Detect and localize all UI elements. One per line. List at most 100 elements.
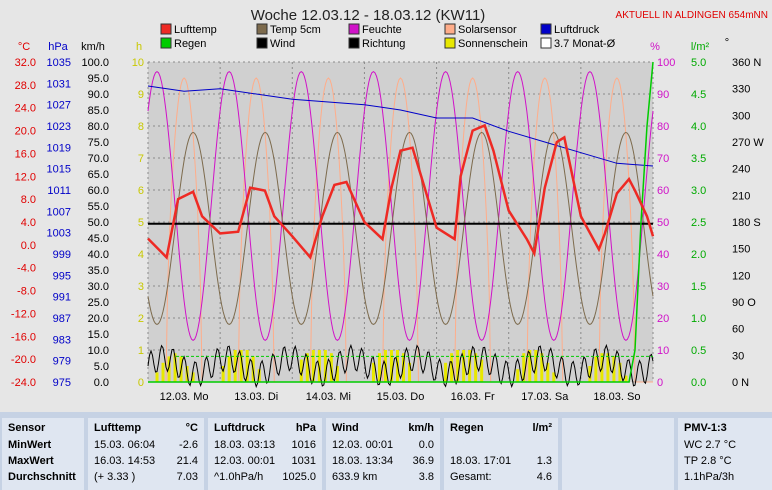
kmh-tick: 90.0 [88,89,109,101]
sunshine-bar [594,356,598,382]
dir-tick: 90 O [732,297,756,309]
rain-tick: 2.0 [691,249,706,261]
sunshine-bar [474,353,478,382]
pct-tick: 80 [657,121,669,133]
axis-tick-labels: 32.028.024.020.016.012.08.04.00.0-4.0-8.… [11,57,764,403]
luftdruck-header: Luftdruck [214,422,265,434]
pct-tick: 40 [657,249,669,261]
legend-label: Feuchte [362,24,402,36]
kmh-tick: 30.0 [88,281,109,293]
pct-tick: 0 [657,377,663,389]
sunshine-bar [161,362,165,382]
pct-tick: 20 [657,313,669,325]
kmh-tick: 5.0 [94,361,109,373]
sunshine-bar [227,356,231,382]
wind-distance: 633.9 km [332,471,378,483]
luftdruck-column: Luftdruck hPa 18.03. 03:13 1016 12.03. 0… [208,418,322,490]
axis-header-pct: % [650,41,660,53]
kmh-tick: 50.0 [88,217,109,229]
legend-swatch [160,37,172,49]
sunshine-bar [245,350,249,382]
hpa-tick: 1027 [47,100,71,112]
lufttemp-min-value: -2.6 [179,439,198,451]
kmh-tick: 25.0 [88,297,109,309]
wind-max-value: 36.9 [412,455,434,467]
regen-max-time: 18.03. 17:01 [450,455,512,467]
sunshine-bar [606,353,610,382]
luftdruck-min-time: 18.03. 03:13 [214,439,276,451]
temp-tick: 12.0 [15,171,36,183]
temp-tick: -24.0 [11,377,36,389]
sunshine-bar [462,350,466,382]
sunshine-bar [540,353,544,382]
h-tick: 7 [138,153,144,165]
dir-tick: 300 [732,110,750,122]
h-tick: 9 [138,89,144,101]
dir-tick: 60 [732,324,744,336]
min-label: MinWert [8,439,52,451]
legend-swatch [256,23,268,35]
hpa-tick: 1031 [47,78,71,90]
pct-tick: 70 [657,153,669,165]
kmh-tick: 75.0 [88,137,109,149]
axis-header-h: h [136,41,142,53]
kmh-tick: 85.0 [88,105,109,117]
legend-swatch [540,23,552,35]
dir-tick: 30 [732,350,744,362]
pmv-pressure-trend: 1.1hPa/3h [684,471,735,483]
h-tick: 1 [138,345,144,357]
rain-tick: 0.5 [691,345,706,357]
sunshine-bar [408,362,412,382]
rain-tick: 1.0 [691,313,706,325]
spacer-column [562,418,674,490]
wind-column: Wind km/h 12.03. 00:01 0.0 18.03. 13:34 … [326,418,440,490]
chart-title: Woche 12.03.12 - 18.03.12 (KW11) [251,7,486,24]
rain-tick: 4.5 [691,89,706,101]
legend-swatch [160,23,172,35]
x-tick: 14.03. Mi [306,391,351,403]
chart-legend: Lufttemp Temp 5cm Feuchte Solarsensor Luftdr… [160,23,616,50]
lufttemp-unit: °C [185,422,198,434]
location-label: AKTUELL IN ALDINGEN 654mNN [616,10,768,21]
legend-label: Temp 5cm [270,24,321,36]
regen-line [148,61,654,383]
luftdruck-avg-value: 1025.0 [282,471,316,483]
sunshine-bar [444,362,448,382]
h-tick: 6 [138,185,144,197]
hpa-tick: 1003 [47,228,71,240]
dir-tick: 0 N [732,377,749,389]
luftdruck-max-value: 1031 [291,455,316,467]
axis-header-dir: ° [725,37,729,49]
sunshine-bar [221,366,225,382]
sunshine-bar [624,375,628,382]
wind-max-time: 18.03. 13:34 [332,455,394,467]
luftdruck-max-time: 12.03. 00:01 [214,455,276,467]
sunshine-bar [299,359,303,382]
lufttemp-column: Lufttemp °C 15.03. 06:04 -2.6 16.03. 14:… [88,418,204,490]
legend-label: Richtung [362,38,405,50]
hpa-tick: 991 [53,292,71,304]
sunshine-bar [522,353,526,382]
rain-tick: 3.5 [691,153,706,165]
wind-avg-value: 3.8 [418,471,434,483]
dir-tick: 270 W [732,137,764,149]
kmh-tick: 0.0 [94,377,109,389]
kmh-tick: 80.0 [88,121,109,133]
legend-swatch [540,37,552,49]
hpa-tick: 983 [53,334,71,346]
lufttemp-line [147,123,655,260]
sensor-header: Sensor [8,422,46,434]
h-tick: 2 [138,313,144,325]
legend-swatch [348,37,360,49]
weather-chart: Woche 12.03.12 - 18.03.12 (KW11) AKTUELL… [11,7,768,403]
sunshine-bar [371,362,375,382]
axis-header-hpa: hPa [48,41,68,53]
lufttemp-min-time: 15.03. 06:04 [94,439,156,451]
regen-max-value: 1.3 [536,455,552,467]
kmh-tick: 40.0 [88,249,109,261]
legend-label: Wind [270,38,295,50]
rain-tick: 4.0 [691,121,706,133]
sunshine-bar [323,350,327,382]
dir-tick: 240 [732,164,750,176]
rain-tick: 3.0 [691,185,706,197]
